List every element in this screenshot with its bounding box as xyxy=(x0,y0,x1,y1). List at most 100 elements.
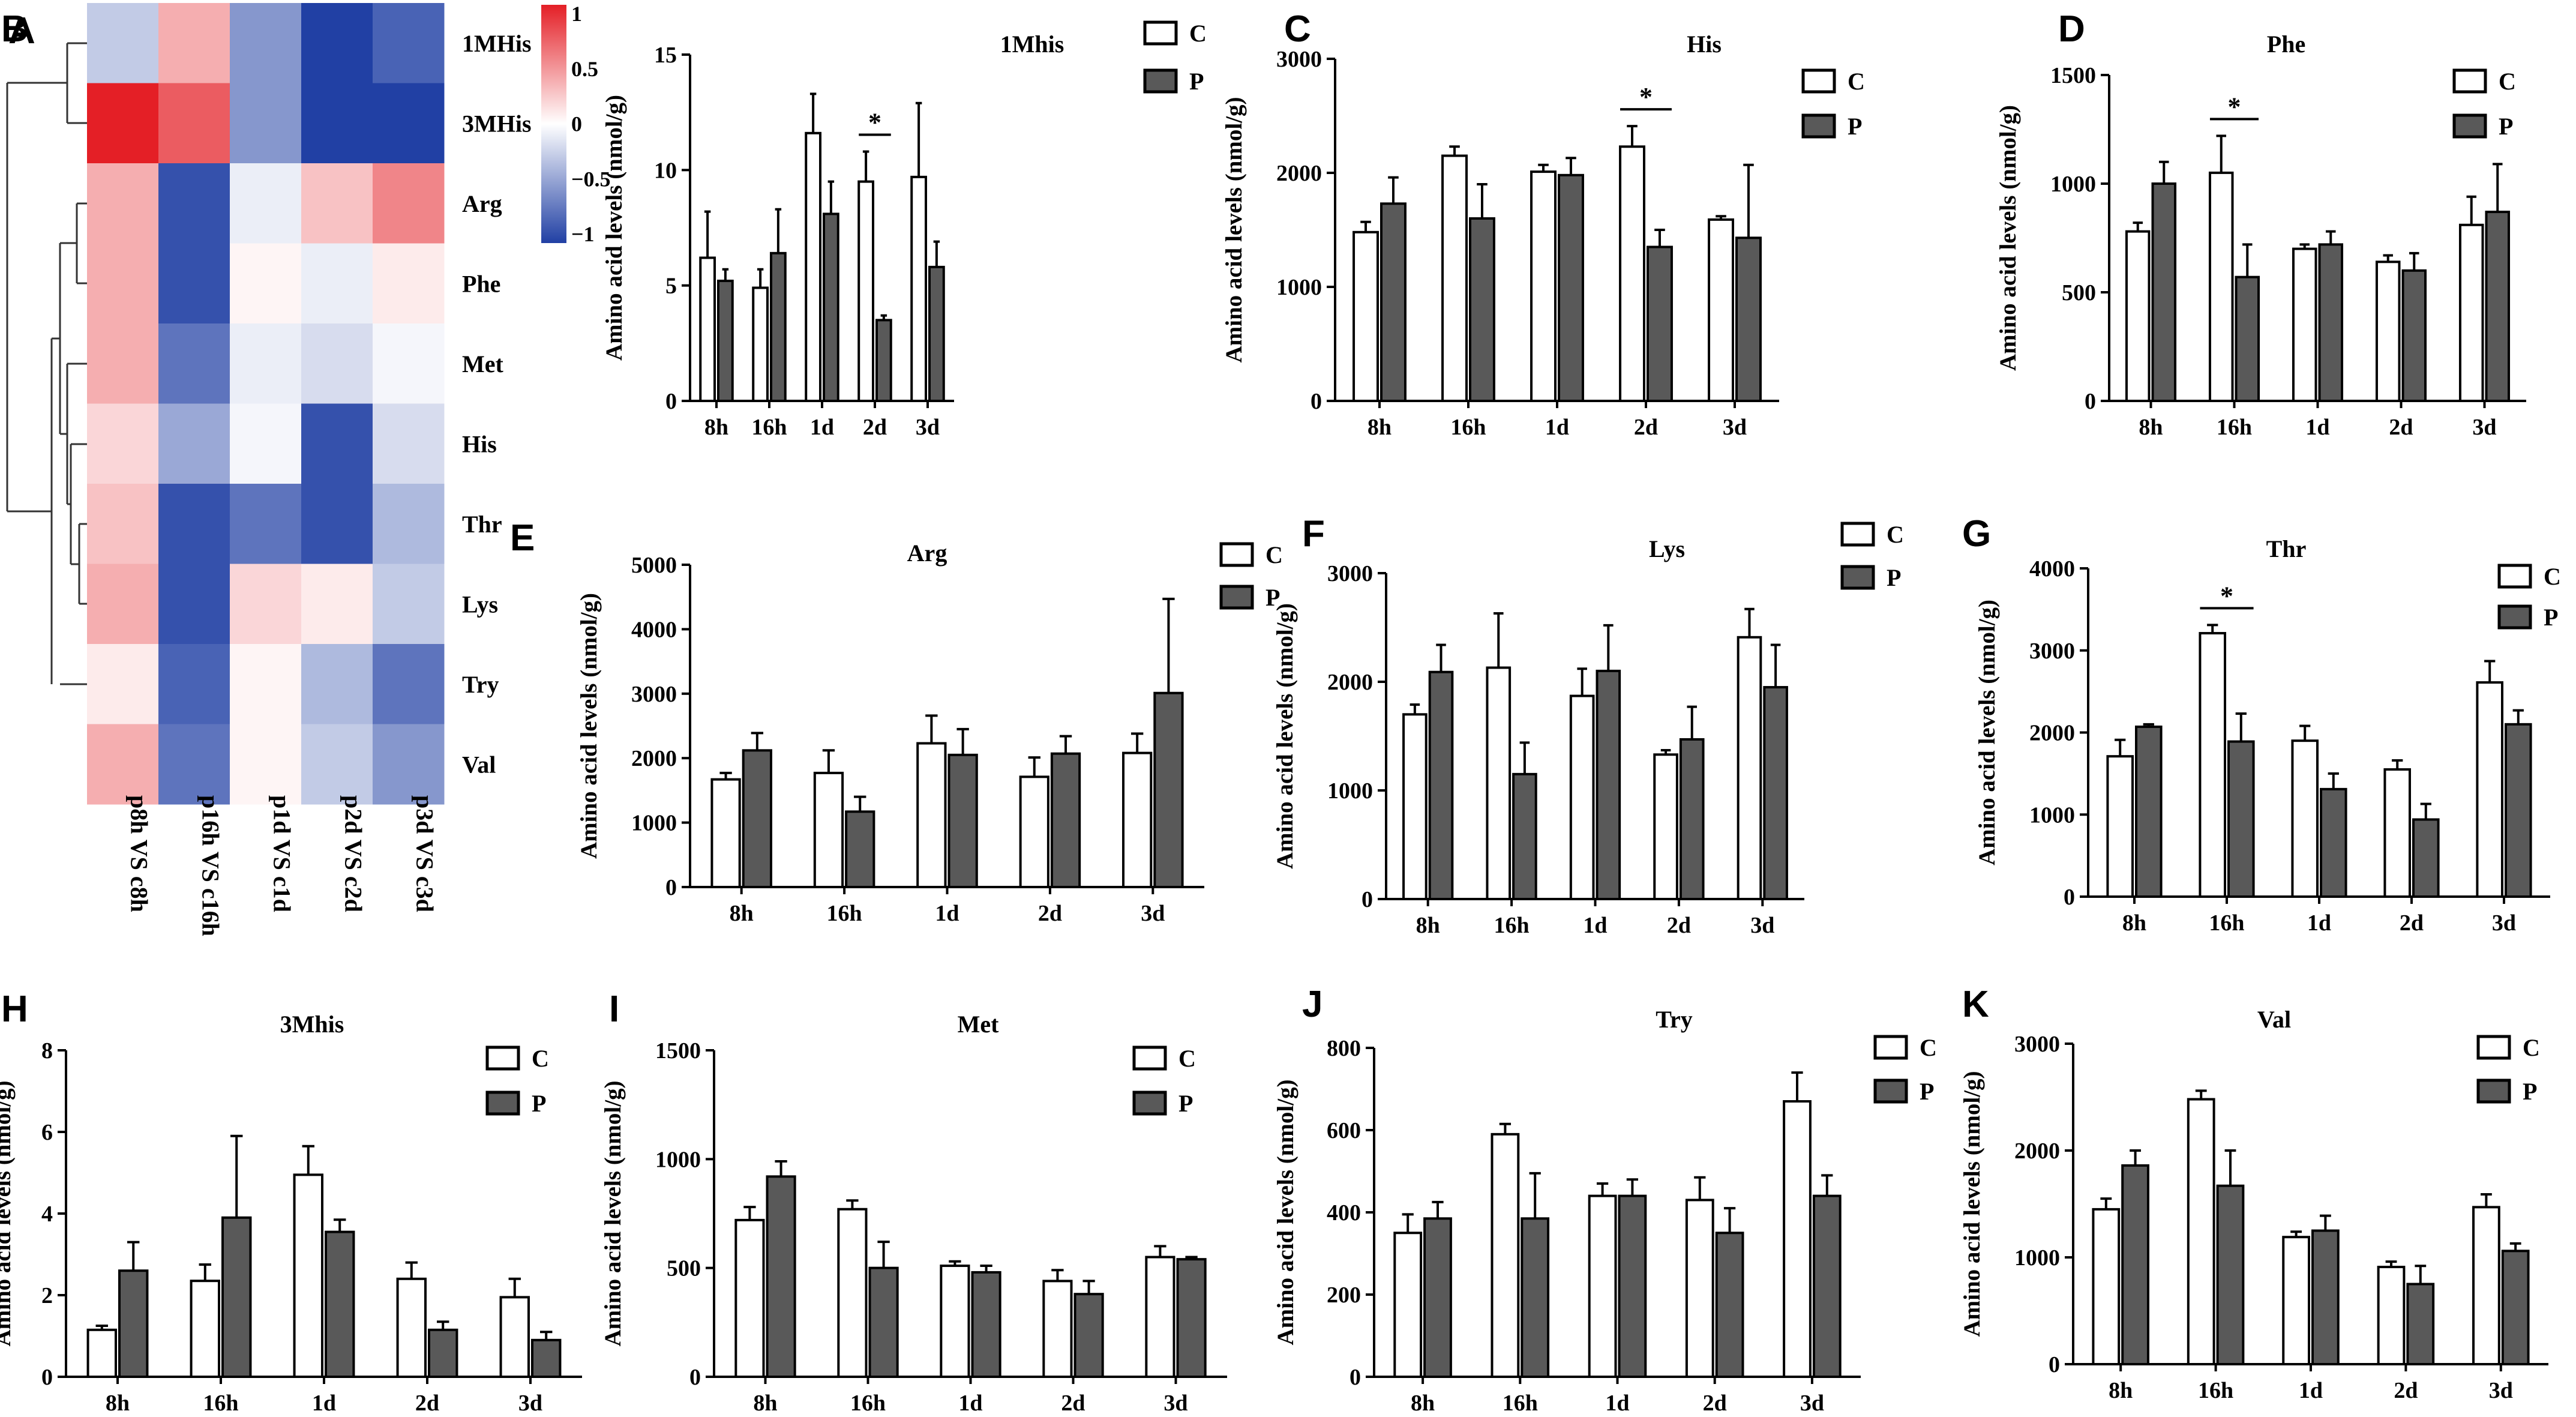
heatmap-cell xyxy=(230,564,302,645)
x-tick-label: 16h xyxy=(1450,415,1486,440)
bar-c xyxy=(499,1296,530,1378)
x-tick-label: 8h xyxy=(1416,913,1440,938)
legend-swatch-c xyxy=(2497,564,2532,589)
bar-c xyxy=(2291,739,2319,898)
heatmap-cell xyxy=(87,564,159,645)
panel-letter: K xyxy=(1962,984,1989,1025)
bar-p xyxy=(2406,1283,2435,1365)
heatmap-cell xyxy=(158,323,230,404)
bar-p xyxy=(2151,182,2177,402)
y-tick-label: 0 xyxy=(689,1365,701,1390)
bar-c xyxy=(734,1218,765,1378)
y-tick-label: 2000 xyxy=(2029,721,2075,746)
heatmap-cell xyxy=(230,83,302,164)
x-tick-label: 8h xyxy=(730,901,754,926)
bar-c xyxy=(916,742,947,889)
x-tick-label: 2d xyxy=(1703,1391,1727,1416)
x-tick-label: 1d xyxy=(958,1391,982,1416)
chart-title: Phe xyxy=(2267,31,2305,58)
bar-p xyxy=(2227,740,2255,898)
x-tick-label: 8h xyxy=(753,1391,777,1416)
legend-swatch-c xyxy=(1873,1035,1908,1060)
bar-p xyxy=(875,319,892,402)
bar-charts: B 1Mhis 0 5 10 15 Amino acid levels (nmol/g) 8h… xyxy=(0,8,2561,1416)
y-tick-label: 0 xyxy=(2085,389,2096,414)
bar-c xyxy=(837,1208,868,1379)
chart-title: Val xyxy=(2257,1006,2291,1033)
bar-p xyxy=(1423,1217,1452,1379)
heatmap-cell xyxy=(158,644,230,724)
heatmap-column-label: p2d VS c2d xyxy=(340,795,367,912)
bar-p xyxy=(2135,725,2163,898)
heatmap-cell xyxy=(373,403,445,484)
x-tick-label: 8h xyxy=(1368,415,1392,440)
heatmap-cell xyxy=(158,484,230,564)
x-tick-label: 16h xyxy=(850,1391,886,1416)
bar-c xyxy=(2092,1208,2121,1366)
heatmap-cell xyxy=(301,484,373,564)
bar-c xyxy=(1019,775,1049,888)
bar-c xyxy=(710,778,741,888)
bar-c xyxy=(1783,1100,1812,1379)
x-tick-label: 16h xyxy=(1503,1391,1538,1416)
bar-c xyxy=(1685,1199,1714,1378)
panel-letter: A xyxy=(8,10,35,52)
y-tick-label: 0 xyxy=(1350,1365,1361,1390)
legend-swatch-p xyxy=(1873,1079,1908,1104)
x-tick-label: 3d xyxy=(916,415,940,440)
legend-label-p: P xyxy=(1265,584,1280,611)
bar-p xyxy=(717,279,734,402)
y-tick-label: 4 xyxy=(41,1202,53,1227)
y-tick-label: 600 xyxy=(1327,1118,1361,1143)
legend-swatch-p xyxy=(1132,1091,1167,1116)
y-tick-label: 3000 xyxy=(1276,47,1322,72)
heatmap-cell xyxy=(230,243,302,324)
bar-c xyxy=(2292,247,2317,402)
bar-p xyxy=(428,1328,458,1379)
heatmap-cell xyxy=(301,564,373,645)
legend-swatch-p xyxy=(2476,1079,2511,1104)
y-tick-label: 8 xyxy=(41,1038,53,1064)
colorbar-tick-label: −0.5 xyxy=(571,167,611,191)
bar-p xyxy=(1512,772,1537,900)
heatmap-cell xyxy=(158,724,230,805)
bar-c xyxy=(940,1265,970,1379)
legend-label-p: P xyxy=(532,1090,546,1117)
y-tick-label: 0 xyxy=(41,1365,53,1390)
colorbar-tick-label: 0 xyxy=(571,112,582,136)
colorbar xyxy=(541,5,566,243)
bar-c xyxy=(2187,1098,2215,1366)
heatmap-row-label: Lys xyxy=(462,591,498,618)
y-tick-label: 1000 xyxy=(631,811,677,836)
heatmap-cell xyxy=(158,243,230,324)
bar-c xyxy=(1653,753,1678,901)
y-axis-label: Amino acid levels (nmol/g) xyxy=(1974,600,2000,865)
legend-swatch-p xyxy=(1219,585,1254,610)
legend-swatch-p xyxy=(1143,68,1178,94)
bar-chart-i: I Met 0 500 1000 1500 Amino acid levels (nmol/… xyxy=(600,988,1227,1416)
y-tick-label: 6 xyxy=(41,1120,53,1145)
legend-label-p: P xyxy=(1178,1090,1193,1117)
legend-label-c: C xyxy=(2499,68,2516,95)
x-tick-label: 8h xyxy=(2139,415,2163,440)
bar-p xyxy=(1735,236,1762,402)
heatmap-column-label: p3d VS c3d xyxy=(412,795,439,912)
legend-label-c: C xyxy=(1848,68,1865,95)
heatmap-cell xyxy=(158,3,230,83)
legend-label-c: C xyxy=(1887,521,1904,548)
bar-c xyxy=(1708,218,1735,402)
y-tick-label: 200 xyxy=(1327,1283,1361,1308)
heatmap-cell xyxy=(230,163,302,244)
y-tick-label: 1000 xyxy=(2014,1245,2060,1271)
legend-label-p: P xyxy=(1848,113,1862,140)
y-tick-label: 5000 xyxy=(631,553,677,578)
y-tick-label: 3000 xyxy=(631,682,677,707)
legend-swatch-c xyxy=(1840,522,1875,547)
legend-swatch-c xyxy=(2452,68,2487,94)
y-tick-label: 3000 xyxy=(2014,1032,2060,1057)
bar-p xyxy=(531,1338,562,1379)
bar-p xyxy=(2505,723,2532,898)
y-tick-label: 4000 xyxy=(2029,556,2075,582)
bar-p xyxy=(2485,211,2511,402)
bar-p xyxy=(742,749,772,889)
